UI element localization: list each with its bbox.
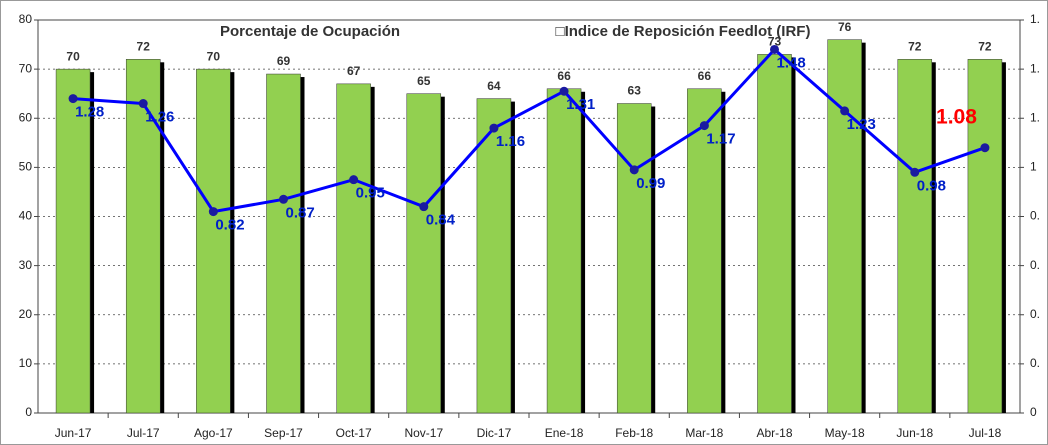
x-tick-label: May-18	[825, 426, 865, 440]
line-value-label: 0.87	[286, 204, 315, 221]
x-tick-label: Jul-17	[127, 426, 160, 440]
bar	[266, 73, 301, 414]
y-tick-label: 20	[19, 307, 33, 321]
y-tick-label: 60	[19, 110, 33, 124]
y-tick-label: 0	[25, 405, 32, 419]
bar-value-label: 66	[698, 69, 712, 83]
line-value-label: 1.31	[566, 96, 595, 113]
line-value-label: 1.23	[847, 116, 876, 133]
bar-value-label: 70	[66, 49, 80, 63]
line-point	[279, 194, 288, 204]
line-point	[68, 94, 78, 104]
bar	[897, 59, 933, 414]
x-tick-label: Feb-18	[615, 426, 653, 440]
x-tick-label: Jun-17	[55, 426, 92, 440]
line-value-label: 0.95	[356, 185, 385, 202]
bar	[55, 68, 91, 414]
bar-value-label: 76	[838, 20, 852, 34]
y2-tick-label: 0.	[1030, 307, 1040, 321]
line-value-label: 0.82	[215, 217, 244, 234]
line-point	[559, 86, 569, 96]
y-tick-label: 40	[19, 209, 33, 223]
line-value-label: 1.08	[936, 105, 977, 128]
bar	[687, 88, 722, 414]
line-point	[910, 167, 920, 177]
line-point	[208, 207, 218, 217]
x-tick-label: Dic-17	[477, 426, 512, 440]
y-tick-label: 10	[19, 356, 33, 370]
x-tick-label: Ago-17	[194, 426, 233, 440]
bar	[406, 93, 442, 414]
bar	[336, 83, 371, 414]
line-value-label: 1.48	[777, 54, 806, 71]
x-tick-label: Ene-18	[545, 426, 584, 440]
bar	[967, 59, 1003, 414]
line-point	[699, 121, 709, 131]
bar	[616, 103, 652, 414]
line-value-label: 0.84	[426, 212, 456, 229]
y-tick-label: 80	[19, 12, 33, 26]
legend-label: Porcentaje de Ocupación	[220, 23, 400, 40]
line-point	[489, 123, 499, 133]
line-point	[980, 143, 990, 153]
y-tick-label: 70	[19, 61, 33, 75]
y2-tick-label: 1	[1030, 160, 1037, 174]
y2-tick-label: 0.	[1030, 209, 1040, 223]
line-value-label: 1.17	[706, 131, 735, 148]
line-point	[349, 175, 359, 185]
x-tick-label: Oct-17	[336, 426, 372, 440]
bar	[757, 54, 792, 414]
bar	[196, 68, 231, 414]
line-value-label: 0.98	[917, 177, 946, 194]
y2-tick-label: 0	[1030, 405, 1037, 419]
line-value-label: 1.28	[75, 104, 104, 121]
line-value-label: 1.26	[145, 108, 174, 125]
line-point	[629, 165, 639, 175]
bar-value-label: 69	[277, 54, 291, 68]
x-tick-label: Abr-18	[756, 426, 792, 440]
bar-value-label: 64	[487, 79, 501, 93]
bar-value-label: 72	[908, 39, 922, 53]
bar-value-label: 63	[628, 84, 642, 98]
y2-tick-label: 1.	[1030, 110, 1040, 124]
line-point	[419, 202, 429, 212]
bar-value-label: 66	[557, 69, 571, 83]
y2-tick-label: 1.	[1030, 61, 1040, 75]
line-point	[138, 99, 148, 109]
x-tick-label: Mar-18	[685, 426, 723, 440]
bar	[546, 88, 582, 414]
x-tick-label: Jun-18	[896, 426, 933, 440]
bar-value-label: 70	[207, 49, 221, 63]
x-tick-label: Nov-17	[404, 426, 443, 440]
line-point	[840, 106, 850, 116]
bar-value-label: 65	[417, 74, 431, 88]
bar-value-label: 72	[137, 39, 151, 53]
line-point	[770, 44, 779, 54]
legend-label: □Indice de Reposición Feedlot (IRF)	[556, 23, 811, 40]
line-value-label: 0.99	[636, 175, 665, 192]
line-value-label: 1.16	[496, 133, 525, 150]
y2-tick-label: 0.	[1030, 356, 1040, 370]
y2-tick-label: 1.	[1030, 12, 1040, 26]
y2-tick-label: 0.	[1030, 258, 1040, 272]
x-tick-label: Sep-17	[264, 426, 303, 440]
y-tick-label: 30	[19, 258, 33, 272]
bar-value-label: 73	[768, 35, 782, 49]
y-tick-label: 50	[19, 160, 33, 174]
bar-value-label: 67	[347, 64, 361, 78]
x-tick-label: Jul-18	[969, 426, 1002, 440]
bar	[827, 39, 862, 414]
bar	[476, 98, 512, 414]
line	[72, 47, 986, 214]
bar-value-label: 72	[978, 39, 992, 53]
